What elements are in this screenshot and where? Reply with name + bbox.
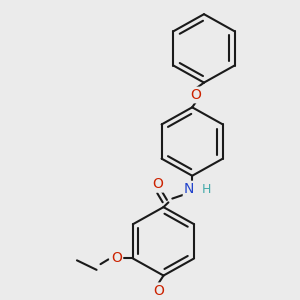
Text: H: H (201, 183, 211, 196)
Text: N: N (184, 182, 194, 196)
Text: O: O (111, 251, 122, 266)
Text: O: O (152, 177, 163, 191)
Text: O: O (153, 284, 164, 298)
Text: O: O (191, 88, 202, 102)
